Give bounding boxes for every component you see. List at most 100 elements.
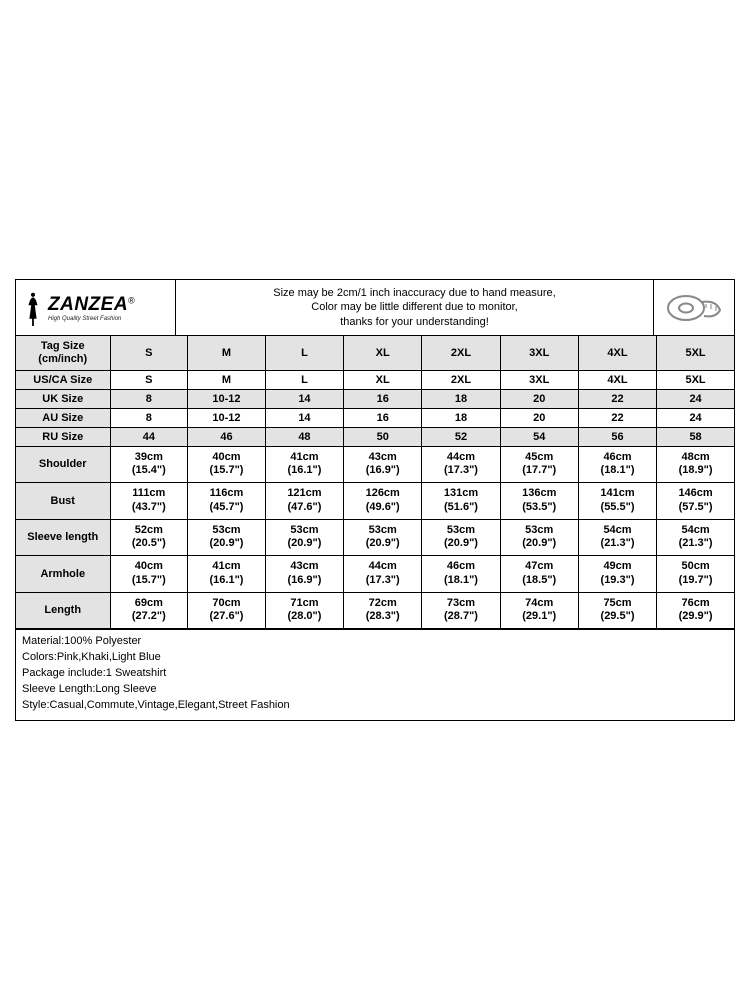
tape-icon: [654, 280, 734, 335]
row-label: US/CA Size: [16, 370, 110, 389]
size-cell: 2XL: [422, 336, 500, 370]
measurement-cell: 74cm(29.1"): [500, 592, 578, 629]
measurement-cell: 53cm(20.9"): [265, 519, 343, 556]
row-label: Sleeve length: [16, 519, 110, 556]
measurement-cell: 40cm(15.7"): [110, 556, 188, 593]
measurement-cell: 54cm(21.3"): [578, 519, 656, 556]
size-cell: 52: [422, 427, 500, 446]
header-row: ZANZEA® High Quality Street Fashion Size…: [16, 280, 734, 336]
row-label: AU Size: [16, 408, 110, 427]
notice-line: Color may be little different due to mon…: [311, 300, 517, 315]
measurement-cell: 141cm(55.5"): [578, 483, 656, 520]
measurement-cell: 146cm(57.5"): [657, 483, 734, 520]
measurement-cell: 46cm(18.1"): [578, 446, 656, 483]
size-cell: 3XL: [500, 370, 578, 389]
size-cell: 50: [344, 427, 422, 446]
size-cell: 20: [500, 408, 578, 427]
measurement-cell: 116cm(45.7"): [188, 483, 266, 520]
measurement-cell: 43cm(16.9"): [344, 446, 422, 483]
logo-cell: ZANZEA® High Quality Street Fashion: [16, 280, 176, 335]
size-cell: M: [188, 336, 266, 370]
measurement-cell: 41cm(16.1"): [188, 556, 266, 593]
size-cell: 24: [657, 389, 734, 408]
size-cell: 54: [500, 427, 578, 446]
footer-material: Material:100% Polyester: [22, 634, 728, 650]
notice-line: thanks for your understanding!: [340, 315, 489, 330]
brand-tagline: High Quality Street Fashion: [48, 316, 135, 322]
size-cell: 16: [344, 389, 422, 408]
reg-mark: ®: [128, 295, 135, 305]
measurement-cell: 44cm(17.3"): [344, 556, 422, 593]
row-label: Shoulder: [16, 446, 110, 483]
measurement-cell: 47cm(18.5"): [500, 556, 578, 593]
measurement-cell: 53cm(20.9"): [344, 519, 422, 556]
size-cell: S: [110, 336, 188, 370]
size-cell: 56: [578, 427, 656, 446]
measurement-cell: 75cm(29.5"): [578, 592, 656, 629]
measurement-cell: 40cm(15.7"): [188, 446, 266, 483]
brand-name: ZANZEA: [48, 294, 128, 315]
row-label: Armhole: [16, 556, 110, 593]
measurement-cell: 76cm(29.9"): [657, 592, 734, 629]
size-cell: 24: [657, 408, 734, 427]
row-label: Length: [16, 592, 110, 629]
size-cell: 5XL: [657, 336, 734, 370]
measurement-cell: 44cm(17.3"): [422, 446, 500, 483]
row-label: UK Size: [16, 389, 110, 408]
size-cell: 14: [265, 408, 343, 427]
measurement-cell: 49cm(19.3"): [578, 556, 656, 593]
size-cell: 22: [578, 408, 656, 427]
size-cell: 18: [422, 408, 500, 427]
size-cell: XL: [344, 370, 422, 389]
notice-cell: Size may be 2cm/1 inch inaccuracy due to…: [176, 280, 654, 335]
size-cell: 16: [344, 408, 422, 427]
size-cell: 20: [500, 389, 578, 408]
measurement-cell: 53cm(20.9"): [500, 519, 578, 556]
measurement-cell: 53cm(20.9"): [188, 519, 266, 556]
measurement-cell: 111cm(43.7"): [110, 483, 188, 520]
measurement-cell: 45cm(17.7"): [500, 446, 578, 483]
size-cell: 44: [110, 427, 188, 446]
footer-package: Package include:1 Sweatshirt: [22, 666, 728, 682]
measurement-cell: 71cm(28.0"): [265, 592, 343, 629]
size-cell: 22: [578, 389, 656, 408]
size-cell: L: [265, 336, 343, 370]
measurement-cell: 121cm(47.6"): [265, 483, 343, 520]
size-cell: 2XL: [422, 370, 500, 389]
row-label: Tag Size(cm/inch): [16, 336, 110, 370]
size-cell: 46: [188, 427, 266, 446]
measurement-cell: 46cm(18.1"): [422, 556, 500, 593]
footer-sleeve: Sleeve Length:Long Sleeve: [22, 682, 728, 698]
logo-silhouette-icon: [22, 288, 44, 328]
size-chart: ZANZEA® High Quality Street Fashion Size…: [15, 279, 735, 720]
size-cell: 8: [110, 408, 188, 427]
size-cell: 4XL: [578, 370, 656, 389]
size-cell: 4XL: [578, 336, 656, 370]
measurement-cell: 70cm(27.6"): [188, 592, 266, 629]
measurement-cell: 48cm(18.9"): [657, 446, 734, 483]
size-cell: 14: [265, 389, 343, 408]
measurement-cell: 131cm(51.6"): [422, 483, 500, 520]
size-table: Tag Size(cm/inch)SMLXL2XL3XL4XL5XL US/CA …: [16, 336, 734, 629]
size-cell: M: [188, 370, 266, 389]
measurement-cell: 73cm(28.7"): [422, 592, 500, 629]
measurement-cell: 41cm(16.1"): [265, 446, 343, 483]
notice-line: Size may be 2cm/1 inch inaccuracy due to…: [273, 286, 555, 301]
size-cell: 10-12: [188, 408, 266, 427]
size-cell: 8: [110, 389, 188, 408]
size-cell: 48: [265, 427, 343, 446]
measurement-cell: 72cm(28.3"): [344, 592, 422, 629]
size-cell: 3XL: [500, 336, 578, 370]
size-cell: S: [110, 370, 188, 389]
row-label: RU Size: [16, 427, 110, 446]
size-cell: L: [265, 370, 343, 389]
size-cell: 5XL: [657, 370, 734, 389]
size-cell: 10-12: [188, 389, 266, 408]
measurement-cell: 43cm(16.9"): [265, 556, 343, 593]
footer-info: Material:100% Polyester Colors:Pink,Khak…: [16, 629, 734, 720]
measurement-cell: 50cm(19.7"): [657, 556, 734, 593]
size-cell: 58: [657, 427, 734, 446]
size-cell: XL: [344, 336, 422, 370]
measurement-cell: 54cm(21.3"): [657, 519, 734, 556]
footer-style: Style:Casual,Commute,Vintage,Elegant,Str…: [22, 698, 728, 714]
